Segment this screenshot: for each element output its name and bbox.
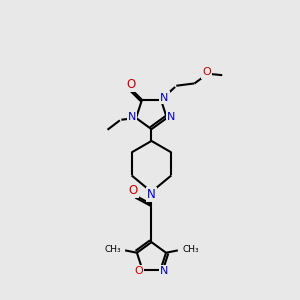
Text: O: O (127, 78, 136, 91)
Text: N: N (160, 266, 169, 276)
Text: CH₃: CH₃ (104, 245, 121, 254)
Text: CH₃: CH₃ (182, 245, 199, 254)
Text: N: N (160, 92, 169, 103)
Text: O: O (134, 266, 143, 276)
Text: O: O (202, 68, 211, 77)
Text: O: O (129, 184, 138, 197)
Text: N: N (167, 112, 175, 122)
Text: N: N (147, 188, 156, 201)
Text: N: N (128, 112, 136, 122)
